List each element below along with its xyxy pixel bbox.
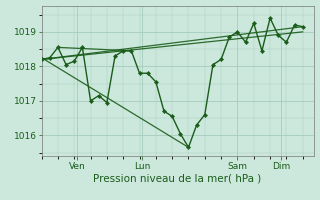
- X-axis label: Pression niveau de la mer( hPa ): Pression niveau de la mer( hPa ): [93, 173, 262, 183]
